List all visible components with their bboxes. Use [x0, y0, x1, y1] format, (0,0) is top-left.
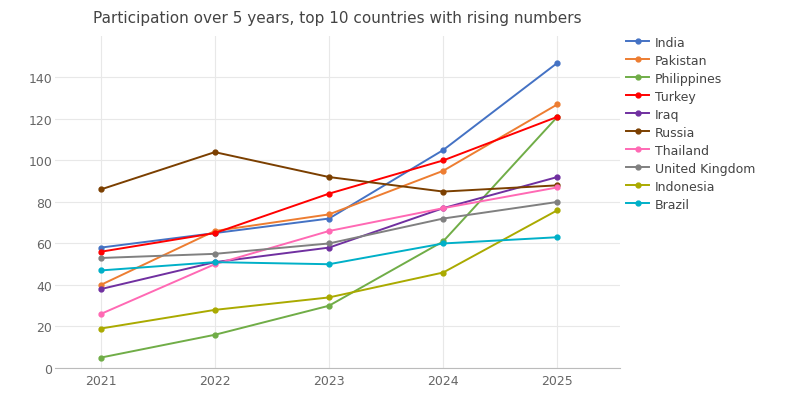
Line: Thailand: Thailand — [98, 186, 560, 317]
Iraq — [553, 175, 562, 180]
Thailand — [210, 262, 220, 267]
India — [96, 245, 105, 250]
Turkey — [439, 159, 448, 164]
Brazil — [210, 260, 220, 265]
India — [553, 61, 562, 66]
Indonesia — [210, 308, 220, 312]
Philippines — [96, 355, 105, 360]
Philippines — [324, 303, 334, 308]
Title: Participation over 5 years, top 10 countries with rising numbers: Participation over 5 years, top 10 count… — [93, 11, 582, 26]
Pakistan — [324, 212, 334, 217]
Pakistan — [210, 229, 220, 234]
Philippines — [439, 239, 448, 244]
Brazil — [96, 268, 105, 273]
Pakistan — [439, 169, 448, 174]
Russia — [210, 150, 220, 155]
Line: Russia: Russia — [98, 151, 560, 195]
Line: Indonesia: Indonesia — [98, 208, 560, 331]
Line: Brazil: Brazil — [98, 235, 560, 273]
Indonesia — [96, 326, 105, 331]
Iraq — [324, 245, 334, 250]
Russia — [553, 183, 562, 188]
Philippines — [210, 333, 220, 337]
Thailand — [553, 186, 562, 191]
Russia — [324, 175, 334, 180]
Turkey — [96, 249, 105, 254]
Line: Philippines: Philippines — [98, 115, 560, 360]
Indonesia — [553, 208, 562, 213]
Line: United Kingdom: United Kingdom — [98, 200, 560, 261]
Line: Iraq: Iraq — [98, 175, 560, 292]
Legend: India, Pakistan, Philippines, Turkey, Iraq, Russia, Thailand, United Kingdom, In: India, Pakistan, Philippines, Turkey, Ir… — [626, 36, 755, 211]
Philippines — [553, 115, 562, 120]
India — [210, 231, 220, 236]
Pakistan — [96, 283, 105, 288]
Russia — [96, 188, 105, 193]
Iraq — [96, 287, 105, 292]
India — [324, 216, 334, 221]
Line: Pakistan: Pakistan — [98, 103, 560, 288]
Turkey — [210, 231, 220, 236]
Turkey — [324, 192, 334, 197]
Russia — [439, 190, 448, 195]
Thailand — [324, 229, 334, 234]
Iraq — [439, 206, 448, 211]
Line: India: India — [98, 61, 560, 250]
Line: Turkey: Turkey — [98, 115, 560, 254]
United Kingdom — [96, 256, 105, 261]
Brazil — [324, 262, 334, 267]
Brazil — [439, 241, 448, 246]
United Kingdom — [553, 200, 562, 205]
Turkey — [553, 115, 562, 120]
Brazil — [553, 235, 562, 240]
Iraq — [210, 260, 220, 265]
United Kingdom — [324, 241, 334, 246]
United Kingdom — [439, 216, 448, 221]
Thailand — [439, 206, 448, 211]
United Kingdom — [210, 252, 220, 257]
Thailand — [96, 312, 105, 317]
India — [439, 148, 448, 153]
Indonesia — [439, 270, 448, 275]
Pakistan — [553, 103, 562, 108]
Indonesia — [324, 295, 334, 300]
